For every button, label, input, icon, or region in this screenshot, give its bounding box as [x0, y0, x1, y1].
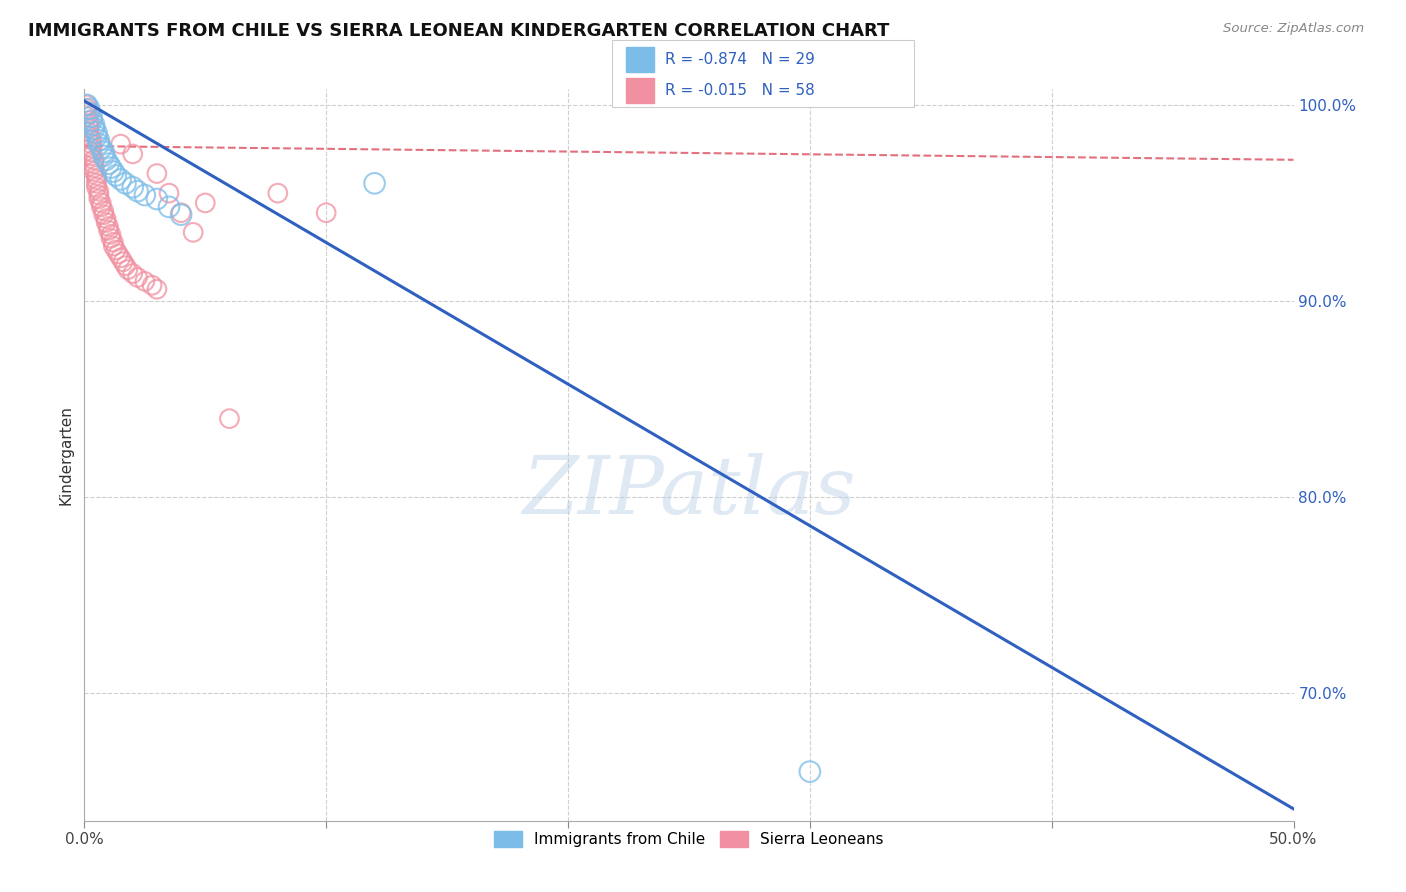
- Point: [87, 137, 110, 152]
- Text: ZIPatlas: ZIPatlas: [522, 453, 856, 530]
- Point: [267, 186, 290, 201]
- Point: [170, 205, 193, 219]
- Point: [93, 145, 115, 159]
- Point: [121, 180, 143, 194]
- Point: [315, 205, 337, 219]
- Point: [80, 145, 103, 159]
- Point: [93, 203, 115, 218]
- Y-axis label: Kindergarten: Kindergarten: [58, 405, 73, 505]
- Point: [218, 411, 240, 425]
- Point: [87, 133, 110, 147]
- Point: [363, 177, 385, 191]
- Point: [94, 153, 117, 167]
- Point: [121, 267, 143, 281]
- Point: [76, 105, 98, 120]
- Point: [80, 141, 103, 155]
- Point: [76, 110, 98, 124]
- Point: [94, 215, 117, 229]
- Point: [94, 211, 117, 226]
- Point: [104, 243, 127, 257]
- Point: [93, 149, 115, 163]
- Point: [76, 98, 98, 112]
- Point: [97, 157, 120, 171]
- Point: [112, 254, 135, 268]
- Point: [157, 200, 180, 214]
- Point: [170, 208, 193, 222]
- Point: [77, 113, 100, 128]
- Text: R = -0.015   N = 58: R = -0.015 N = 58: [665, 84, 815, 98]
- Point: [77, 105, 100, 120]
- Point: [194, 196, 217, 211]
- Point: [100, 161, 122, 175]
- Point: [110, 172, 132, 186]
- Text: IMMIGRANTS FROM CHILE VS SIERRA LEONEAN KINDERGARTEN CORRELATION CHART: IMMIGRANTS FROM CHILE VS SIERRA LEONEAN …: [28, 22, 890, 40]
- Point: [80, 149, 103, 163]
- Point: [107, 247, 129, 261]
- Point: [83, 161, 105, 175]
- Point: [134, 188, 156, 202]
- Point: [146, 167, 169, 181]
- Point: [86, 177, 108, 191]
- Point: [80, 110, 103, 124]
- Point: [86, 125, 108, 139]
- Point: [86, 172, 108, 186]
- Point: [134, 274, 156, 288]
- Point: [181, 225, 204, 239]
- Point: [127, 270, 149, 285]
- Point: [97, 223, 120, 237]
- Point: [146, 282, 169, 296]
- Point: [86, 129, 108, 144]
- Point: [87, 192, 110, 206]
- Point: [127, 184, 149, 198]
- Text: Source: ZipAtlas.com: Source: ZipAtlas.com: [1223, 22, 1364, 36]
- Point: [100, 231, 122, 245]
- Point: [141, 278, 163, 293]
- Point: [103, 164, 125, 178]
- Text: R = -0.874   N = 29: R = -0.874 N = 29: [665, 53, 815, 67]
- Point: [110, 137, 132, 152]
- Point: [90, 141, 112, 155]
- Point: [86, 169, 108, 183]
- Point: [90, 196, 112, 211]
- Point: [93, 208, 115, 222]
- Point: [87, 184, 110, 198]
- Point: [117, 262, 139, 277]
- Point: [77, 102, 100, 116]
- Point: [80, 113, 103, 128]
- Point: [87, 188, 110, 202]
- Point: [104, 169, 127, 183]
- Legend: Immigrants from Chile, Sierra Leoneans: Immigrants from Chile, Sierra Leoneans: [488, 825, 890, 854]
- Point: [146, 192, 169, 206]
- Point: [77, 121, 100, 136]
- Point: [76, 98, 98, 112]
- Point: [114, 259, 136, 273]
- Point: [83, 164, 105, 178]
- Point: [77, 129, 100, 144]
- Point: [77, 118, 100, 132]
- Point: [83, 118, 105, 132]
- Point: [77, 125, 100, 139]
- Point: [110, 251, 132, 265]
- Point: [83, 153, 105, 167]
- Point: [157, 186, 180, 201]
- Point: [97, 219, 120, 234]
- Point: [114, 177, 136, 191]
- Point: [90, 200, 112, 214]
- Point: [80, 137, 103, 152]
- Point: [83, 157, 105, 171]
- Point: [799, 764, 821, 779]
- Point: [76, 102, 98, 116]
- Point: [103, 235, 125, 249]
- Point: [121, 147, 143, 161]
- Point: [80, 133, 103, 147]
- Point: [103, 239, 125, 253]
- Point: [83, 121, 105, 136]
- Point: [86, 180, 108, 194]
- Point: [100, 227, 122, 242]
